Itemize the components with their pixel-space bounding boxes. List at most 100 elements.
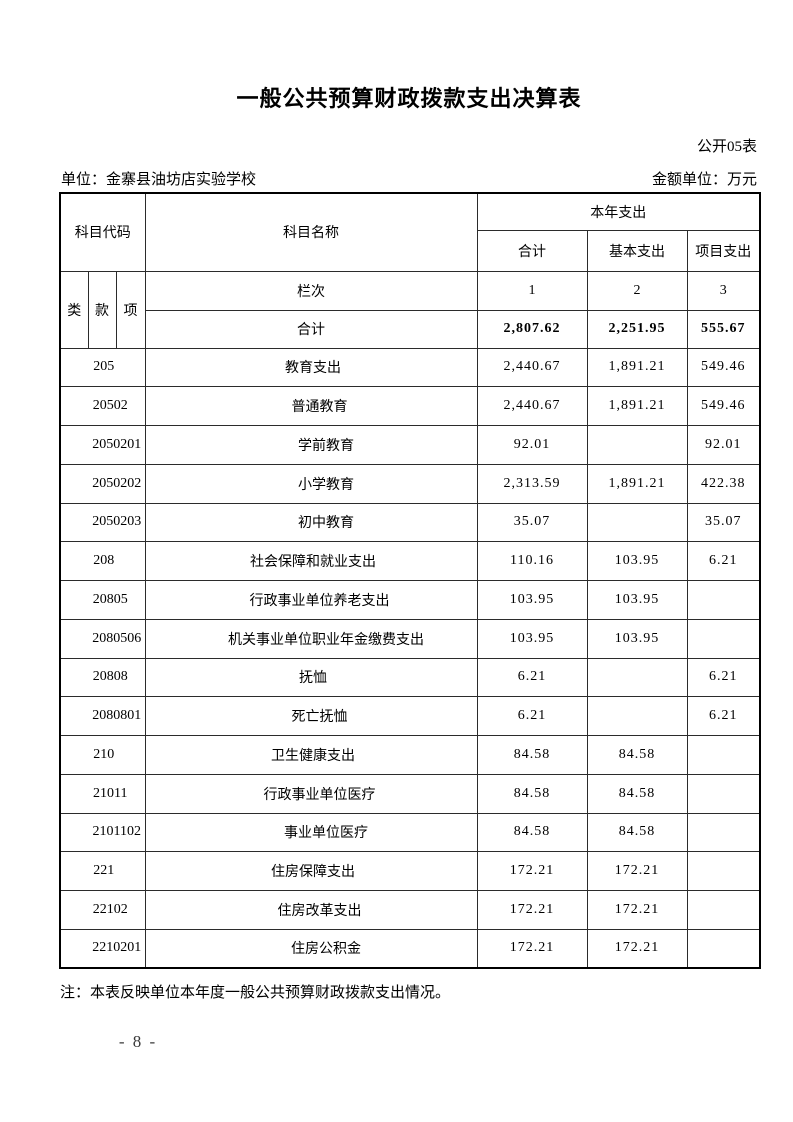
- page-number: - 8 -: [118, 1032, 158, 1051]
- total-cell: 84.58: [476, 735, 588, 775]
- basic-expenditure-cell: 1,891.21: [586, 347, 688, 388]
- basic-expenditure-cell: 1,891.21: [586, 386, 688, 426]
- grand-total-label: 合计: [144, 309, 478, 349]
- project-expenditure-cell: 549.46: [686, 347, 761, 388]
- table-body: 科目代码 科目名称 本年支出 合计 基本支出 项目支出 类 款 项 栏次 1 2…: [59, 192, 761, 969]
- subject-name-cell: 住房保障支出: [144, 851, 478, 891]
- subject-name-cell: 抚恤: [144, 657, 478, 698]
- total-cell: 84.58: [476, 812, 588, 853]
- table-row: 205 教育支出 2,440.67 1,891.21 549.46: [59, 347, 761, 388]
- subject-code-cell: 2050202: [59, 463, 146, 504]
- basic-expenditure-cell: [586, 425, 688, 465]
- subject-code-cell: 20502: [59, 386, 146, 426]
- total-cell: 172.21: [476, 928, 588, 969]
- subject-name-cell: 小学教育: [144, 463, 478, 504]
- basic-expenditure-cell: 84.58: [586, 773, 688, 814]
- basic-expenditure-cell: 172.21: [586, 928, 688, 969]
- basic-expenditure-cell: [586, 696, 688, 736]
- subject-name-cell: 普通教育: [144, 386, 478, 426]
- header-sub-item: 项: [115, 270, 146, 349]
- subject-code-cell: 2050203: [59, 502, 146, 543]
- subject-name-cell: 住房公积金: [144, 928, 478, 969]
- subject-code-cell: 21011: [59, 773, 146, 814]
- total-cell: 84.58: [476, 773, 588, 814]
- project-expenditure-cell: [686, 580, 761, 620]
- subject-name-cell: 事业单位医疗: [144, 812, 478, 853]
- total-cell: 6.21: [476, 696, 588, 736]
- unit-value: 金寨县油坊店实验学校: [106, 172, 257, 188]
- header-subject-code: 科目代码: [59, 192, 146, 272]
- header-row-1: 科目代码 科目名称 本年支出: [59, 192, 761, 272]
- subject-name-cell: 行政事业单位医疗: [144, 773, 478, 814]
- unit-label: 单位：: [61, 172, 107, 188]
- basic-expenditure-cell: 84.58: [586, 735, 688, 775]
- basic-expenditure-cell: 103.95: [586, 541, 688, 581]
- table-row: 221 住房保障支出 172.21 172.21: [59, 851, 761, 891]
- basic-expenditure-cell: [586, 657, 688, 698]
- grand-total-row: 合计 2,807.62 2,251.95 555.67: [60, 309, 761, 349]
- project-expenditure-cell: 92.01: [686, 425, 761, 465]
- project-expenditure-cell: 6.21: [686, 541, 761, 581]
- basic-expenditure-cell: 103.95: [586, 580, 688, 620]
- subject-code-cell: 221: [59, 851, 146, 891]
- total-cell: 6.21: [476, 657, 588, 698]
- total-cell: 92.01: [476, 425, 588, 465]
- subject-code-cell: 20805: [59, 580, 146, 620]
- table-row: 20808 抚恤 6.21 6.21: [59, 657, 761, 698]
- header-current-year-expenditure: 本年支出: [476, 192, 761, 231]
- basic-expenditure-cell: 103.95: [586, 618, 688, 659]
- subject-code-cell: 20808: [59, 657, 146, 698]
- basic-expenditure-cell: 172.21: [586, 851, 688, 891]
- basic-expenditure-cell: [586, 502, 688, 543]
- subject-name-cell: 住房改革支出: [144, 890, 478, 930]
- project-expenditure-cell: [686, 618, 761, 659]
- subject-name-cell: 教育支出: [144, 347, 478, 388]
- table-row: 21011 行政事业单位医疗 84.58 84.58: [59, 773, 761, 814]
- total-cell: 2,313.59: [476, 463, 588, 504]
- expenditure-table: 科目代码 科目名称 本年支出 合计 基本支出 项目支出 类 款 项 栏次 1 2…: [59, 192, 762, 969]
- subject-code-cell: 210: [59, 735, 146, 775]
- subject-code-cell: 208: [59, 541, 146, 581]
- project-expenditure-cell: [686, 812, 761, 853]
- subject-name-cell: 死亡抚恤: [144, 696, 478, 736]
- table-row: 2050201 学前教育 92.01 92.01: [59, 425, 761, 465]
- table-row: 2050202 小学教育 2,313.59 1,891.21 422.38: [59, 463, 761, 504]
- column-index-2: 2: [586, 270, 688, 311]
- header-basic-expenditure: 基本支出: [586, 229, 688, 272]
- total-cell: 110.16: [476, 541, 588, 581]
- doc-number: 公开05表: [696, 139, 757, 155]
- subject-name-cell: 学前教育: [144, 425, 478, 465]
- project-expenditure-cell: [686, 773, 761, 814]
- table-row: 22102 住房改革支出 172.21 172.21: [59, 890, 761, 930]
- project-expenditure-cell: 549.46: [686, 386, 761, 426]
- amount-unit-value: 万元: [726, 172, 757, 188]
- table-row: 208 社会保障和就业支出 110.16 103.95 6.21: [59, 541, 761, 581]
- subject-name-cell: 卫生健康支出: [144, 735, 478, 775]
- total-cell: 103.95: [476, 580, 588, 620]
- subject-code-cell: 205: [59, 347, 146, 388]
- table-row: 20805 行政事业单位养老支出 103.95 103.95: [59, 580, 761, 620]
- project-expenditure-cell: [686, 928, 761, 969]
- subject-code-cell: 2080506: [59, 618, 146, 659]
- grand-total-total: 2,807.62: [476, 309, 588, 349]
- project-expenditure-cell: 422.38: [686, 463, 761, 504]
- header-project-expenditure: 项目支出: [686, 229, 761, 272]
- table-row: 2101102 事业单位医疗 84.58 84.58: [59, 812, 761, 853]
- meta-line: 单位：金寨县油坊店实验学校 金额单位：万元: [61, 168, 757, 189]
- header-subject-name: 科目名称: [144, 192, 478, 272]
- header-category: 类: [59, 270, 89, 349]
- total-cell: 172.21: [476, 851, 588, 891]
- table-row: 2050203 初中教育 35.07 35.07: [59, 502, 761, 543]
- project-expenditure-cell: [686, 890, 761, 930]
- subject-code-cell: 2080801: [59, 696, 146, 736]
- footnote: 注：本表反映单位本年度一般公共预算财政拨款支出情况。: [60, 985, 451, 1001]
- project-expenditure-cell: [686, 735, 761, 775]
- project-expenditure-cell: 6.21: [686, 696, 761, 736]
- total-cell: 172.21: [476, 890, 588, 930]
- table-row: 2080506 机关事业单位职业年金缴费支出 103.95 103.95: [59, 618, 761, 659]
- table-row: 20502 普通教育 2,440.67 1,891.21 549.46: [59, 386, 761, 426]
- amount-unit-label: 金额单位：: [651, 172, 727, 188]
- grand-total-basic: 2,251.95: [586, 309, 688, 349]
- column-index-row: 类 款 项 栏次 1 2 3: [59, 270, 761, 349]
- subject-name-cell: 机关事业单位职业年金缴费支出: [144, 618, 478, 659]
